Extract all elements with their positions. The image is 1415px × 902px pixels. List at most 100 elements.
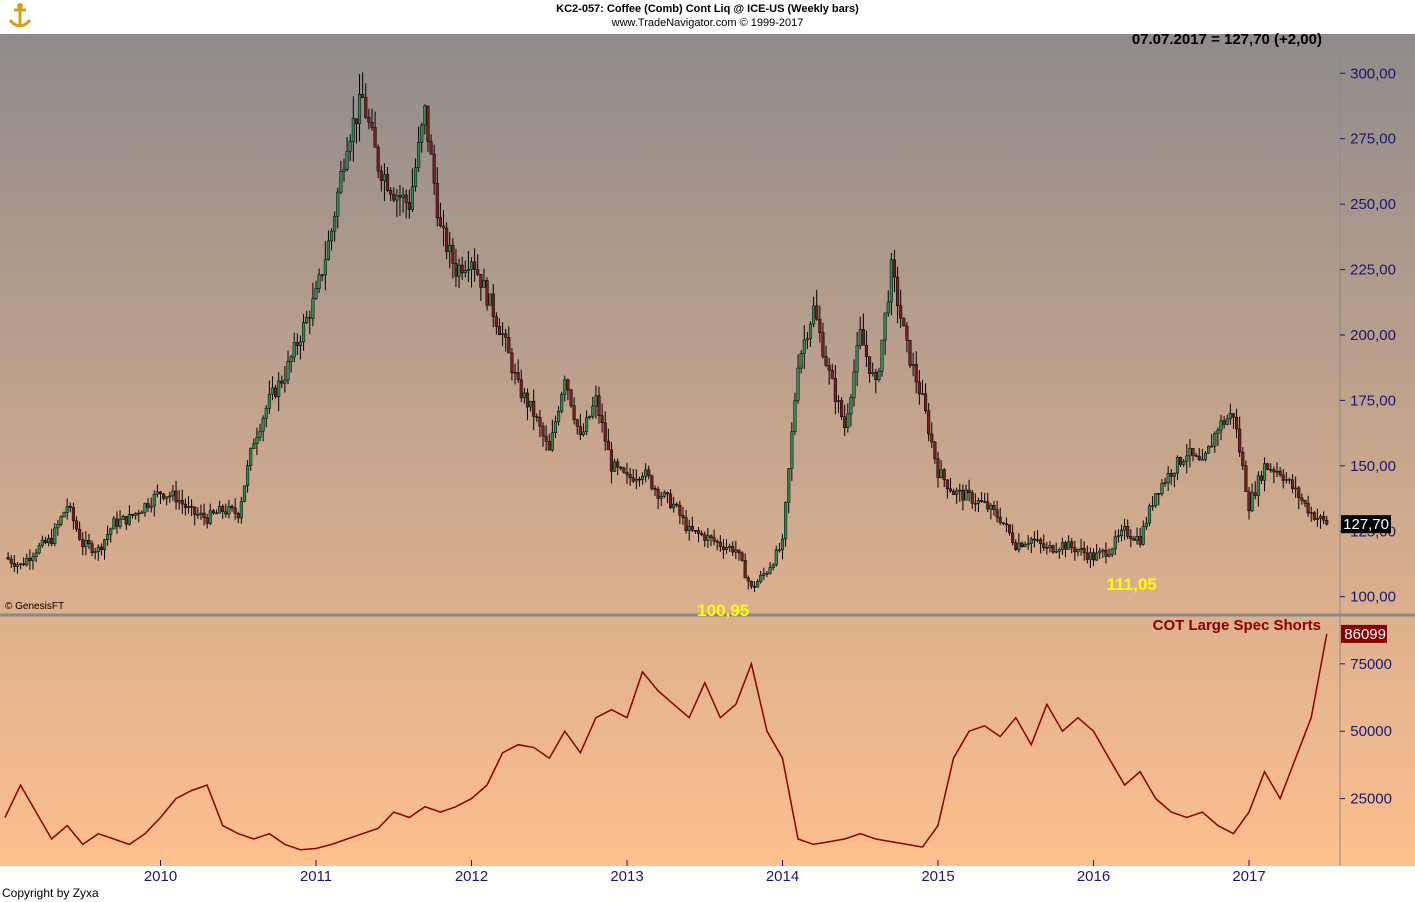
candle-body (454, 263, 458, 277)
candle-body (557, 410, 561, 423)
candle-body (796, 367, 800, 401)
candle-body (1070, 541, 1074, 548)
price-chart-svg[interactable]: 100,00125,00150,00175,00200,00225,00250,… (0, 34, 1415, 902)
candle-body (1107, 554, 1111, 557)
candle-body (532, 400, 536, 417)
candle-body (563, 379, 567, 395)
candle-body (233, 507, 237, 514)
x-tick-label: 2013 (610, 868, 643, 885)
cot-tick-label: 25000 (1350, 791, 1392, 808)
candle-body (46, 537, 51, 544)
last-price-box (1341, 515, 1391, 534)
candle-body (1039, 539, 1043, 544)
candle-body (1238, 428, 1242, 453)
candle-body (115, 518, 119, 527)
candle-body (743, 560, 747, 579)
candle-body (1113, 536, 1117, 550)
candle-body (501, 333, 505, 336)
candle-body (868, 356, 872, 374)
candle-body (930, 433, 934, 443)
candle-body (385, 174, 390, 191)
candle-body (208, 510, 212, 524)
candle-body (1228, 413, 1232, 420)
candle-body (628, 474, 632, 478)
candle-body (961, 489, 965, 501)
candle-body (1144, 522, 1148, 527)
candle-body (513, 372, 517, 374)
candle-body (1079, 547, 1083, 550)
candle-body (134, 512, 138, 516)
price-tick-label: 250,00 (1350, 196, 1396, 213)
candle-body (572, 405, 576, 421)
candle-body (1203, 453, 1208, 460)
candle-body (1063, 542, 1068, 550)
candle-body (441, 225, 446, 229)
candle-body (264, 408, 268, 419)
candle-body (914, 364, 918, 383)
candle-body (1067, 541, 1071, 550)
candle-body (871, 372, 875, 374)
candle-body (438, 217, 442, 227)
candle-body (1278, 470, 1282, 476)
candle-body (631, 477, 635, 482)
candle-body (469, 261, 474, 270)
candle-body (96, 546, 100, 552)
candle-body (1247, 491, 1251, 512)
candle-body (121, 516, 125, 520)
candle-body (1101, 549, 1105, 552)
candle-body (1300, 497, 1304, 501)
candle-body (320, 274, 324, 277)
candle-body (255, 437, 259, 444)
candle-body (274, 387, 278, 397)
candle-body (1157, 493, 1161, 495)
candle-body (1263, 463, 1267, 481)
candle-body (756, 581, 760, 588)
candle-body (581, 431, 586, 435)
candle-body (709, 535, 713, 538)
candle-body (1098, 550, 1102, 554)
candle-body (566, 379, 570, 391)
candle-body (1213, 432, 1217, 447)
candle-body (28, 558, 32, 561)
last-price-label: 127,70 (1343, 516, 1389, 533)
candle-body (827, 365, 831, 371)
candle-body (12, 562, 16, 567)
candle-body (724, 547, 729, 551)
candle-body (1154, 493, 1158, 507)
candle-body (843, 416, 847, 428)
candle-body (529, 400, 533, 408)
x-tick-label: 2017 (1232, 868, 1265, 885)
candle-body (525, 392, 530, 408)
candle-body (522, 392, 526, 399)
candle-body (749, 581, 753, 587)
candle-body (793, 399, 797, 433)
candle-body (933, 441, 937, 460)
candle-body (1256, 475, 1260, 496)
candle-body (1175, 457, 1180, 474)
candle-body (693, 530, 697, 532)
price-tick-label: 275,00 (1350, 131, 1396, 148)
candle-body (171, 490, 175, 497)
candle-body (678, 504, 682, 516)
candle-body (958, 489, 962, 492)
candle-body (787, 468, 791, 503)
candle-body (267, 393, 271, 409)
candle-body (56, 524, 60, 529)
candle-body (896, 276, 900, 307)
candle-body (398, 195, 402, 198)
candle-body (771, 564, 775, 569)
candle-body (1032, 538, 1036, 541)
candle-body (1194, 454, 1198, 457)
candle-body (333, 216, 337, 232)
candle-body (1151, 505, 1155, 508)
candle-body (109, 528, 113, 535)
candle-body (818, 318, 822, 333)
candle-body (270, 387, 275, 395)
candle-body (1163, 482, 1167, 485)
candle-body (277, 380, 281, 397)
candle-body (211, 510, 215, 514)
candle-body (1042, 543, 1046, 549)
candle-body (370, 122, 374, 128)
candle-body (395, 195, 399, 201)
candle-body (90, 543, 94, 553)
